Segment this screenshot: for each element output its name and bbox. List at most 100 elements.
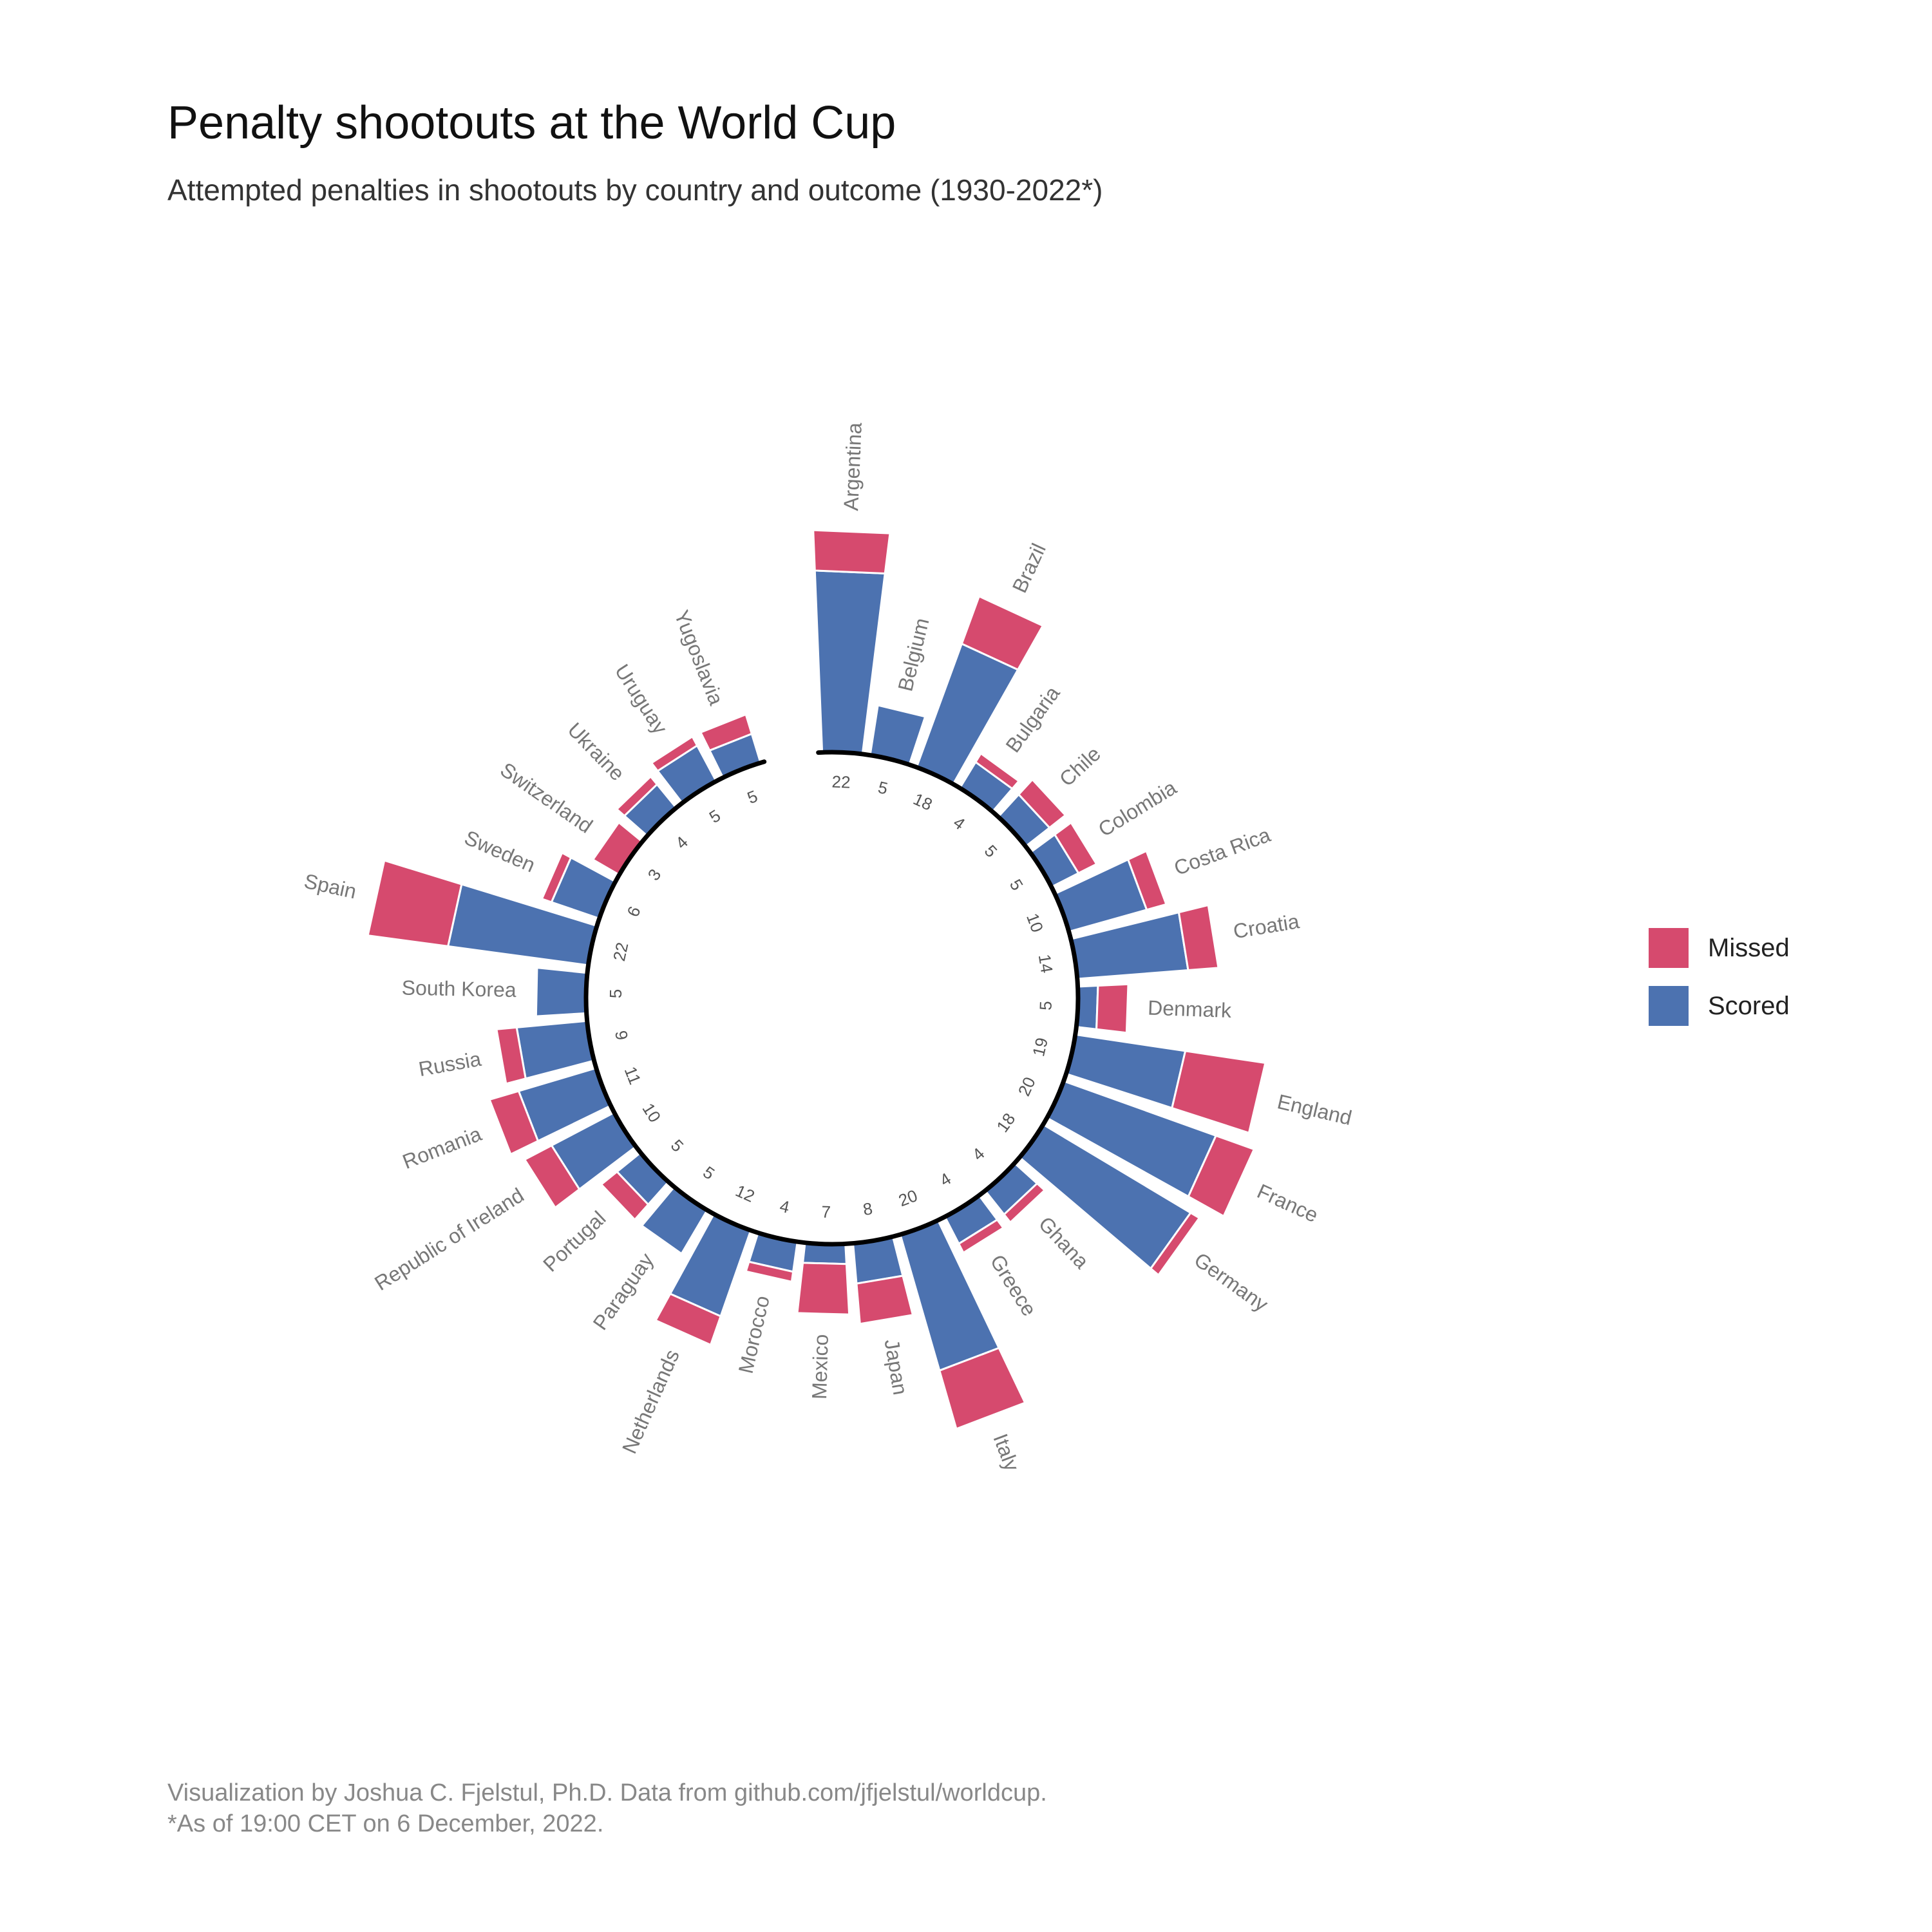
count-label-england: 19 [1028, 1036, 1052, 1058]
baseline-arc [583, 750, 1081, 1247]
count-label-brazil: 18 [911, 789, 936, 814]
count-label-yugoslavia: 5 [744, 786, 760, 808]
bar-missed-japan [855, 1274, 914, 1325]
legend-item-scored: Scored [1649, 985, 1790, 1027]
legend: Missed Scored [1649, 927, 1790, 1043]
count-label-croatia: 14 [1035, 953, 1057, 974]
count-label-denmark: 5 [1036, 1001, 1055, 1011]
country-label-france: France [1254, 1179, 1322, 1227]
count-label-mexico: 7 [821, 1202, 831, 1222]
country-label-republic-of-ireland: Republic of Ireland [370, 1184, 528, 1295]
country-label-chile: Chile [1055, 742, 1105, 791]
caption: Visualization by Joshua C. Fjelstul, Ph.… [167, 1777, 1047, 1839]
bar-scored-south-korea [535, 966, 589, 1018]
legend-label-missed: Missed [1708, 933, 1790, 962]
bar-missed-denmark [1095, 983, 1130, 1034]
bar-missed-bulgaria [974, 752, 1021, 790]
legend-swatch-missed [1649, 928, 1689, 968]
caption-line-2: *As of 19:00 CET on 6 December, 2022. [167, 1810, 604, 1837]
bar-missed-portugal [600, 1170, 650, 1222]
bar-missed-greece [957, 1218, 1005, 1255]
country-label-romania: Romania [399, 1122, 485, 1173]
bar-scored-brazil [915, 642, 1019, 786]
count-label-romania: 11 [621, 1064, 645, 1087]
bar-missed-uruguay [650, 735, 699, 773]
country-label-costa-rica: Costa Rica [1171, 823, 1273, 880]
bars-group [366, 529, 1267, 1430]
count-label-ukraine: 4 [672, 832, 692, 853]
bar-missed-sweden [540, 851, 573, 904]
country-label-sweden: Sweden [461, 826, 538, 876]
count-label-uruguay: 5 [706, 806, 724, 827]
count-label-argentina: 22 [831, 772, 851, 792]
country-label-denmark: Denmark [1148, 996, 1233, 1023]
bar-missed-mexico [796, 1262, 851, 1316]
country-label-spain: Spain [302, 869, 359, 904]
count-label-bulgaria: 4 [950, 813, 969, 834]
count-label-greece: 4 [936, 1169, 954, 1190]
count-label-switzerland: 3 [644, 866, 665, 884]
country-label-germany: Germany [1190, 1248, 1273, 1316]
country-label-mexico: Mexico [808, 1334, 833, 1399]
count-label-costa-rica: 10 [1023, 911, 1047, 935]
bar-missed-argentina [812, 529, 891, 575]
country-label-argentina: Argentina [839, 422, 866, 511]
country-label-south-korea: South Korea [401, 976, 516, 1001]
country-label-greece: Greece [986, 1251, 1041, 1320]
country-label-portugal: Portugal [538, 1206, 610, 1276]
bar-missed-yugoslavia [699, 713, 753, 752]
bar-missed-colombia [1053, 821, 1098, 875]
bar-missed-england [1171, 1050, 1267, 1135]
bar-missed-romania [488, 1090, 540, 1156]
bar-missed-ghana [1003, 1182, 1046, 1224]
count-label-chile: 5 [981, 841, 1001, 861]
legend-swatch-scored [1649, 986, 1689, 1026]
count-label-colombia: 5 [1006, 876, 1027, 894]
bar-missed-costa-rica [1126, 849, 1168, 911]
bar-missed-croatia [1177, 904, 1220, 972]
country-label-uruguay: Uruguay [611, 660, 672, 738]
country-label-paraguay: Paraguay [589, 1249, 658, 1334]
count-label-germany: 18 [992, 1110, 1019, 1136]
country-label-ghana: Ghana [1034, 1212, 1094, 1273]
country-label-colombia: Colombia [1094, 776, 1180, 842]
count-label-morocco: 4 [778, 1196, 791, 1217]
chart-title: Penalty shootouts at the World Cup [167, 97, 896, 149]
country-label-brazil: Brazil [1008, 540, 1050, 596]
count-label-belgium: 5 [876, 777, 889, 799]
count-label-sweden: 6 [623, 904, 644, 920]
country-label-japan: Japan [880, 1338, 912, 1397]
legend-label-scored: Scored [1708, 991, 1790, 1020]
country-label-italy: Italy [989, 1430, 1023, 1474]
legend-item-missed: Missed [1649, 927, 1790, 969]
chart-subtitle: Attempted penalties in shootouts by coun… [167, 173, 1103, 207]
bar-missed-russia [495, 1026, 527, 1085]
bar-missed-morocco [744, 1260, 795, 1283]
country-label-croatia: Croatia [1231, 909, 1301, 943]
country-label-switzerland: Switzerland [496, 758, 596, 838]
country-label-bulgaria: Bulgaria [1001, 682, 1064, 757]
bar-missed-italy [938, 1347, 1027, 1430]
count-label-paraguay: 5 [699, 1162, 718, 1184]
bar-missed-republic-of-ireland [523, 1144, 581, 1209]
count-label-ghana: 4 [969, 1144, 989, 1164]
count-label-france: 20 [1014, 1074, 1039, 1099]
bar-scored-russia [515, 1019, 596, 1080]
country-label-russia: Russia [417, 1047, 483, 1081]
country-label-england: England [1275, 1090, 1354, 1130]
bar-missed-chile [1017, 778, 1067, 829]
bar-missed-netherlands [654, 1293, 722, 1347]
bar-missed-germany [1149, 1211, 1201, 1277]
bar-missed-spain [366, 859, 463, 948]
count-label-italy: 20 [896, 1186, 920, 1210]
count-label-republic-of-ireland: 10 [638, 1100, 665, 1126]
bar-missed-france [1187, 1134, 1256, 1218]
count-labels-group: 22 51845510145192018442087412551011952263… [606, 772, 1057, 1222]
count-label-spain: 22 [609, 940, 632, 963]
count-label-netherlands: 12 [733, 1181, 758, 1206]
country-label-morocco: Morocco [734, 1293, 774, 1376]
country-label-netherlands: Netherlands [618, 1346, 684, 1457]
bar-missed-ukraine [615, 775, 659, 817]
bar-scored-italy [899, 1218, 1001, 1372]
